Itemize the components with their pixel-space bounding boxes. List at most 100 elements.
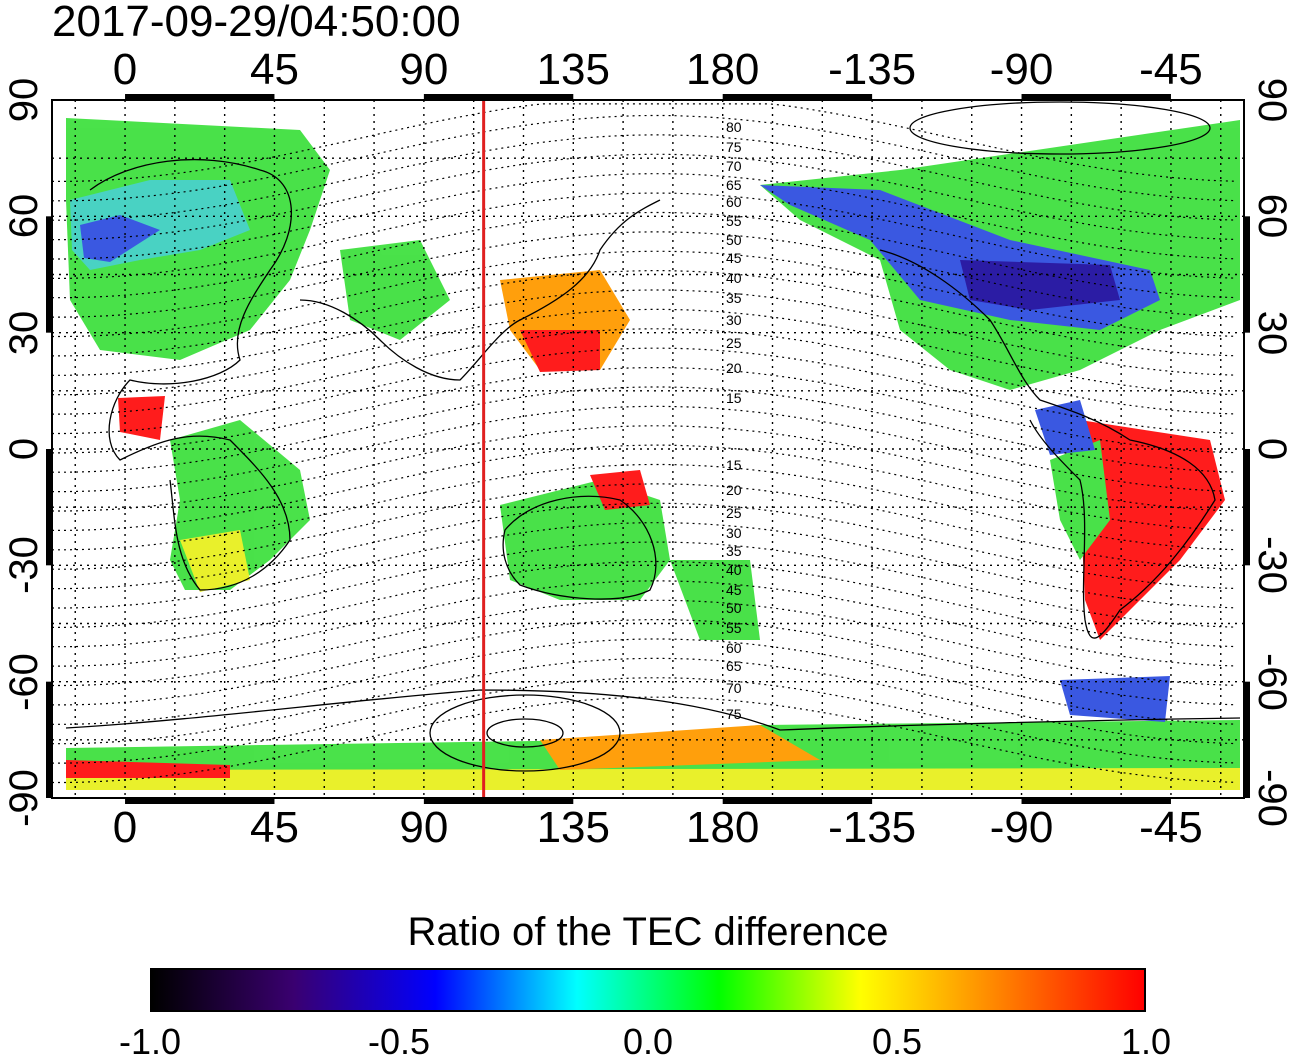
map-grid [52, 100, 1244, 798]
magnetic-contour [52, 696, 1235, 784]
region-antarctic-yellow [66, 768, 1240, 790]
magnetic-contour [52, 502, 1235, 590]
magnetic-latitude-label: 70 [726, 158, 742, 174]
colorbar-title: Ratio of the TEC difference [407, 910, 889, 954]
magnetic-contour [52, 231, 1235, 318]
x-tick-label-top: -135 [828, 45, 917, 94]
magnetic-latitude-label: 60 [726, 194, 742, 210]
magnetic-contour [52, 103, 1235, 182]
magnetic-contour [52, 289, 1235, 376]
magnetic-latitude-label: 80 [726, 119, 742, 135]
magnetic-contour [52, 541, 1235, 628]
magnetic-contour [52, 677, 1235, 764]
magnetic-contour [52, 250, 1235, 338]
colorbar-tick-label: 0.5 [871, 1021, 923, 1062]
magnetic-latitude-label: 75 [726, 706, 742, 722]
magnetic-latitude-label: 65 [726, 658, 742, 674]
x-tick-label-top: 45 [249, 45, 299, 94]
magnetic-latitude-label: 30 [726, 312, 742, 328]
magnetic-latitude-label: 45 [726, 582, 742, 598]
frame-tick-band [46, 449, 52, 566]
region-asia-green [340, 240, 450, 340]
magnetic-latitude-label: 35 [726, 543, 742, 559]
magnetic-contour [52, 657, 1235, 745]
frame-tick-band [1244, 449, 1250, 566]
region-west-africa-red [118, 396, 165, 440]
region-antarctic-blue [1060, 676, 1170, 722]
x-tick-label-bottom: 135 [536, 803, 610, 852]
region-africa-south [180, 530, 250, 592]
magnetic-contour [52, 211, 1235, 299]
magnetic-latitude-label: 25 [726, 335, 742, 351]
colorbar [150, 968, 1146, 1012]
frame-tick-band [125, 798, 275, 804]
x-tick-label-bottom: 0 [112, 803, 138, 852]
frame-tick-band [722, 94, 873, 100]
magnetic-latitude-label: 45 [726, 250, 742, 266]
magnetic-latitude-contours [52, 103, 1235, 784]
frame-tick-band [46, 216, 52, 333]
magnetic-latitude-label: 25 [726, 505, 742, 521]
frame-tick-band [46, 681, 52, 798]
magnetic-latitude-label: 55 [726, 620, 742, 636]
tec-ratio-regions [66, 118, 1240, 790]
colorbar-tick-label: -1.0 [118, 1021, 182, 1062]
magnetic-contour [52, 270, 1235, 357]
x-tick-label-bottom: -90 [989, 803, 1054, 852]
frame-tick-band [423, 798, 574, 804]
frame-tick-band [722, 798, 873, 804]
magnetic-contour [52, 367, 1235, 454]
x-tick-label-top: -90 [989, 45, 1054, 94]
magnetic-contour [52, 599, 1235, 687]
magnetic-latitude-label: 15 [726, 390, 742, 406]
magnetic-latitude-label: 20 [726, 360, 742, 376]
region-australia [500, 480, 670, 600]
magnetic-contour [52, 386, 1235, 473]
region-south-america [1080, 420, 1225, 640]
magnetic-latitude-label: 70 [726, 680, 742, 696]
magnetic-contour [52, 134, 1235, 221]
magnetic-latitude-label: 35 [726, 290, 742, 306]
magnetic-contour [52, 483, 1235, 570]
region-na-darkblue [960, 260, 1120, 310]
magnetic-latitude-label: 15 [726, 457, 742, 473]
magnetic-contour [52, 173, 1235, 260]
colorbar-tick-label: 1.0 [1120, 1021, 1172, 1062]
magnetic-latitude-label: 20 [726, 482, 742, 498]
frame-tick-band [1244, 681, 1250, 798]
frame-tick-bands [46, 94, 1250, 804]
tec-ratio-map: 8075706560555045403530252015152025303540… [46, 94, 1250, 804]
x-tick-label-top: -45 [1139, 45, 1203, 94]
magnetic-contour [52, 619, 1235, 706]
coastlines [65, 101, 1241, 772]
frame-tick-band [1244, 216, 1250, 333]
x-tick-label-bottom: 180 [685, 803, 760, 852]
magnetic-contour [52, 347, 1235, 435]
magnetic-contour [52, 522, 1235, 609]
magnetic-latitude-label: 75 [726, 139, 742, 155]
x-tick-label-bottom: -45 [1139, 803, 1203, 852]
magnetic-contour [52, 328, 1235, 415]
region-europe-blueband [80, 215, 160, 262]
magnetic-latitude-label: 50 [726, 232, 742, 248]
magnetic-contour [52, 405, 1235, 493]
magnetic-contour [52, 153, 1235, 241]
x-tick-label-bottom: 45 [249, 803, 299, 852]
magnetic-latitude-label: 40 [726, 270, 742, 286]
x-tick-label-top: 0 [112, 45, 138, 94]
region-antarctic-red [66, 760, 230, 778]
magnetic-contour [52, 463, 1235, 551]
magnetic-latitude-label: 50 [726, 600, 742, 616]
x-tick-label-bottom: 90 [399, 803, 449, 852]
frame-tick-band [1021, 798, 1171, 804]
region-nz [670, 560, 760, 640]
region-japan-red [520, 330, 600, 372]
magnetic-contour [52, 425, 1235, 512]
magnetic-contour [52, 444, 1235, 531]
magnetic-latitude-label: 55 [726, 213, 742, 229]
magnetic-latitude-labels: 8075706560555045403530252015152025303540… [726, 119, 742, 722]
magnetic-contour [52, 114, 1235, 202]
frame-tick-band [125, 94, 275, 100]
x-tick-label-bottom: -135 [828, 803, 917, 852]
magnetic-contour [52, 638, 1235, 725]
